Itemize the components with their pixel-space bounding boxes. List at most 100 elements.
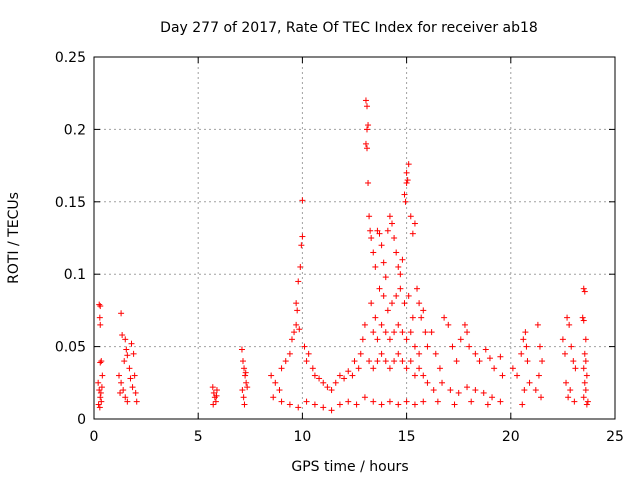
data-point [376,285,383,292]
data-point [561,350,568,357]
data-point [384,227,391,234]
data-point [453,358,460,365]
data-point [97,303,104,310]
y-tick-label: 0.2 [64,122,86,138]
chart-title: Day 277 of 2017, Rate Of TEC Index for r… [160,20,538,36]
data-point [299,233,306,240]
data-point [243,379,250,386]
data-point [268,372,275,379]
data-point [582,358,589,365]
data-point [451,401,458,408]
data-point [362,97,369,104]
data-point [129,384,136,391]
data-point [376,230,383,237]
data-point [124,352,131,359]
data-point [210,389,217,396]
data-point [520,336,527,343]
data-point [411,372,418,379]
x-tick-label: 20 [502,429,520,445]
data-point [526,379,533,386]
data-point [476,358,483,365]
data-point [580,394,587,401]
data-point [336,372,343,379]
data-point [402,198,409,205]
data-point [564,314,571,321]
data-point [367,227,374,234]
data-point [370,249,377,256]
data-point [316,375,323,382]
data-point [382,274,389,281]
data-point [286,350,293,357]
data-point [364,145,371,152]
x-tick-label: 15 [398,429,416,445]
data-point [242,369,249,376]
data-point [296,326,303,333]
data-point [123,346,130,353]
data-point [126,365,133,372]
data-point [420,372,427,379]
data-point [581,288,588,295]
data-point [407,358,414,365]
plot-frame [93,56,616,420]
data-point [468,398,475,405]
data-point [365,179,372,186]
data-point [293,300,300,307]
data-point [455,389,462,396]
y-axis-label: ROTI / TECUs [6,192,22,284]
data-point [393,292,400,299]
data-point [97,389,104,396]
data-point [395,263,402,270]
data-point [359,336,366,343]
data-point [328,407,335,414]
data-point [301,343,308,350]
data-point [486,355,493,362]
data-point [539,358,546,365]
data-point [122,336,129,343]
data-point [420,307,427,314]
data-point [581,350,588,357]
data-point [366,213,373,220]
data-point [414,285,421,292]
data-point [303,398,310,405]
data-point [374,358,381,365]
data-point [97,359,104,366]
data-point [298,242,305,249]
data-point [361,321,368,328]
data-point [117,389,124,396]
data-point [210,401,217,408]
data-point [380,259,387,266]
data-point [295,404,302,411]
data-point [378,401,385,408]
y-tick-label: 0.25 [55,50,86,66]
data-point [397,285,404,292]
data-point [582,387,589,394]
data-point [95,401,102,408]
data-point [119,332,126,339]
data-point [309,365,316,372]
data-point [386,365,393,372]
data-point [484,401,491,408]
data-point [535,372,542,379]
data-point [209,384,216,391]
data-point [99,372,106,379]
data-point [278,398,285,405]
data-point [409,314,416,321]
data-point [568,343,575,350]
data-point [384,307,391,314]
data-point [538,394,545,401]
data-point [124,398,131,405]
data-point [457,336,464,343]
data-point [336,401,343,408]
data-point [311,372,318,379]
data-point [116,372,123,379]
data-point [132,389,139,396]
data-point [278,365,285,372]
data-point [579,314,586,321]
data-point [424,379,431,386]
data-point [332,379,339,386]
data-point [571,398,578,405]
x-tick-label: 10 [293,429,311,445]
data-point [97,394,104,401]
data-point [482,346,489,353]
data-point [570,358,577,365]
